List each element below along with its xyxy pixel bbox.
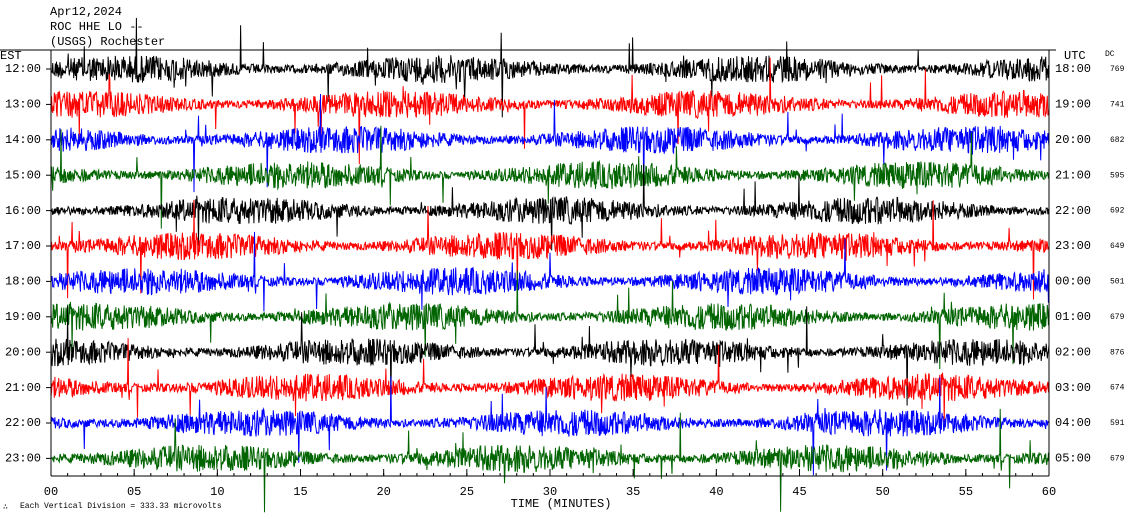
right-title: UTC (1064, 49, 1086, 63)
trace (50, 270, 1050, 370)
x-tick-label: 45 (792, 485, 806, 499)
x-tick-label: 50 (875, 485, 889, 499)
utc-label: 01:00 (1055, 310, 1091, 324)
header-network: (USGS) Rochester (50, 35, 165, 49)
utc-label: 02:00 (1055, 345, 1091, 359)
utc-label: 20:00 (1055, 133, 1091, 147)
utc-label: 03:00 (1055, 381, 1091, 395)
est-label: 17:00 (5, 239, 41, 253)
utc-label: 04:00 (1055, 416, 1091, 430)
est-label: 21:00 (5, 381, 41, 395)
est-label: 18:00 (5, 275, 41, 289)
dc-value: 679 (1110, 455, 1125, 464)
trace (50, 17, 1050, 118)
dc-value: 741 (1110, 101, 1125, 110)
dc-value: 682 (1110, 136, 1125, 145)
x-tick-label: 15 (293, 485, 307, 499)
trace (50, 125, 1050, 229)
dc-value: 501 (1110, 278, 1125, 287)
dc-value: 591 (1110, 419, 1125, 428)
utc-label: 23:00 (1055, 239, 1091, 253)
x-tick-label: 00 (44, 485, 58, 499)
x-tick-label: 30 (543, 485, 557, 499)
utc-label: 22:00 (1055, 204, 1091, 218)
est-label: 16:00 (5, 204, 41, 218)
est-label: 15:00 (5, 168, 41, 182)
utc-label: 05:00 (1055, 452, 1091, 466)
x-tick-label: 40 (709, 485, 723, 499)
utc-label: 18:00 (1055, 62, 1091, 76)
utc-label: 21:00 (1055, 168, 1091, 182)
est-label: 23:00 (5, 452, 41, 466)
x-tick-label: 20 (376, 485, 390, 499)
est-label: 20:00 (5, 345, 41, 359)
x-tick-label: 60 (1042, 485, 1056, 499)
x-tick-label: 25 (460, 485, 474, 499)
utc-label: 00:00 (1055, 275, 1091, 289)
est-label: 12:00 (5, 62, 41, 76)
trace (50, 338, 1050, 423)
trace (50, 231, 1050, 312)
dc-value: 769 (1110, 65, 1125, 74)
trace (50, 408, 1050, 513)
trace (50, 200, 1050, 300)
footer-note: Each Vertical Division = 333.33 microvol… (20, 502, 222, 511)
x-tick-label: 35 (626, 485, 640, 499)
left-title: EST (0, 49, 22, 63)
est-label: 19:00 (5, 310, 41, 324)
dc-value: 595 (1110, 171, 1125, 180)
est-label: 22:00 (5, 416, 41, 430)
est-label: 14:00 (5, 133, 41, 147)
x-tick-label: 10 (210, 485, 224, 499)
trace (50, 376, 1050, 476)
x-tick-label: 05 (127, 485, 141, 499)
trace (50, 57, 1050, 165)
trace (50, 306, 1050, 407)
trace (50, 163, 1050, 251)
x-tick-label: 55 (959, 485, 973, 499)
est-label: 13:00 (5, 98, 41, 112)
icon: ∴ (3, 503, 8, 512)
trace (50, 93, 1050, 194)
dc-value: 674 (1110, 384, 1125, 393)
dc-value: 649 (1110, 242, 1125, 251)
utc-label: 19:00 (1055, 98, 1091, 112)
dc-value: 692 (1110, 207, 1125, 216)
dc-value: 876 (1110, 348, 1125, 357)
x-axis-label: TIME (MINUTES) (511, 497, 612, 511)
header-date: Apr12,2024 (50, 5, 122, 19)
dc-title: DC (1105, 50, 1115, 59)
header-station: ROC HHE LO -- (50, 20, 144, 34)
dc-value: 679 (1110, 313, 1125, 322)
traces (50, 17, 1050, 513)
